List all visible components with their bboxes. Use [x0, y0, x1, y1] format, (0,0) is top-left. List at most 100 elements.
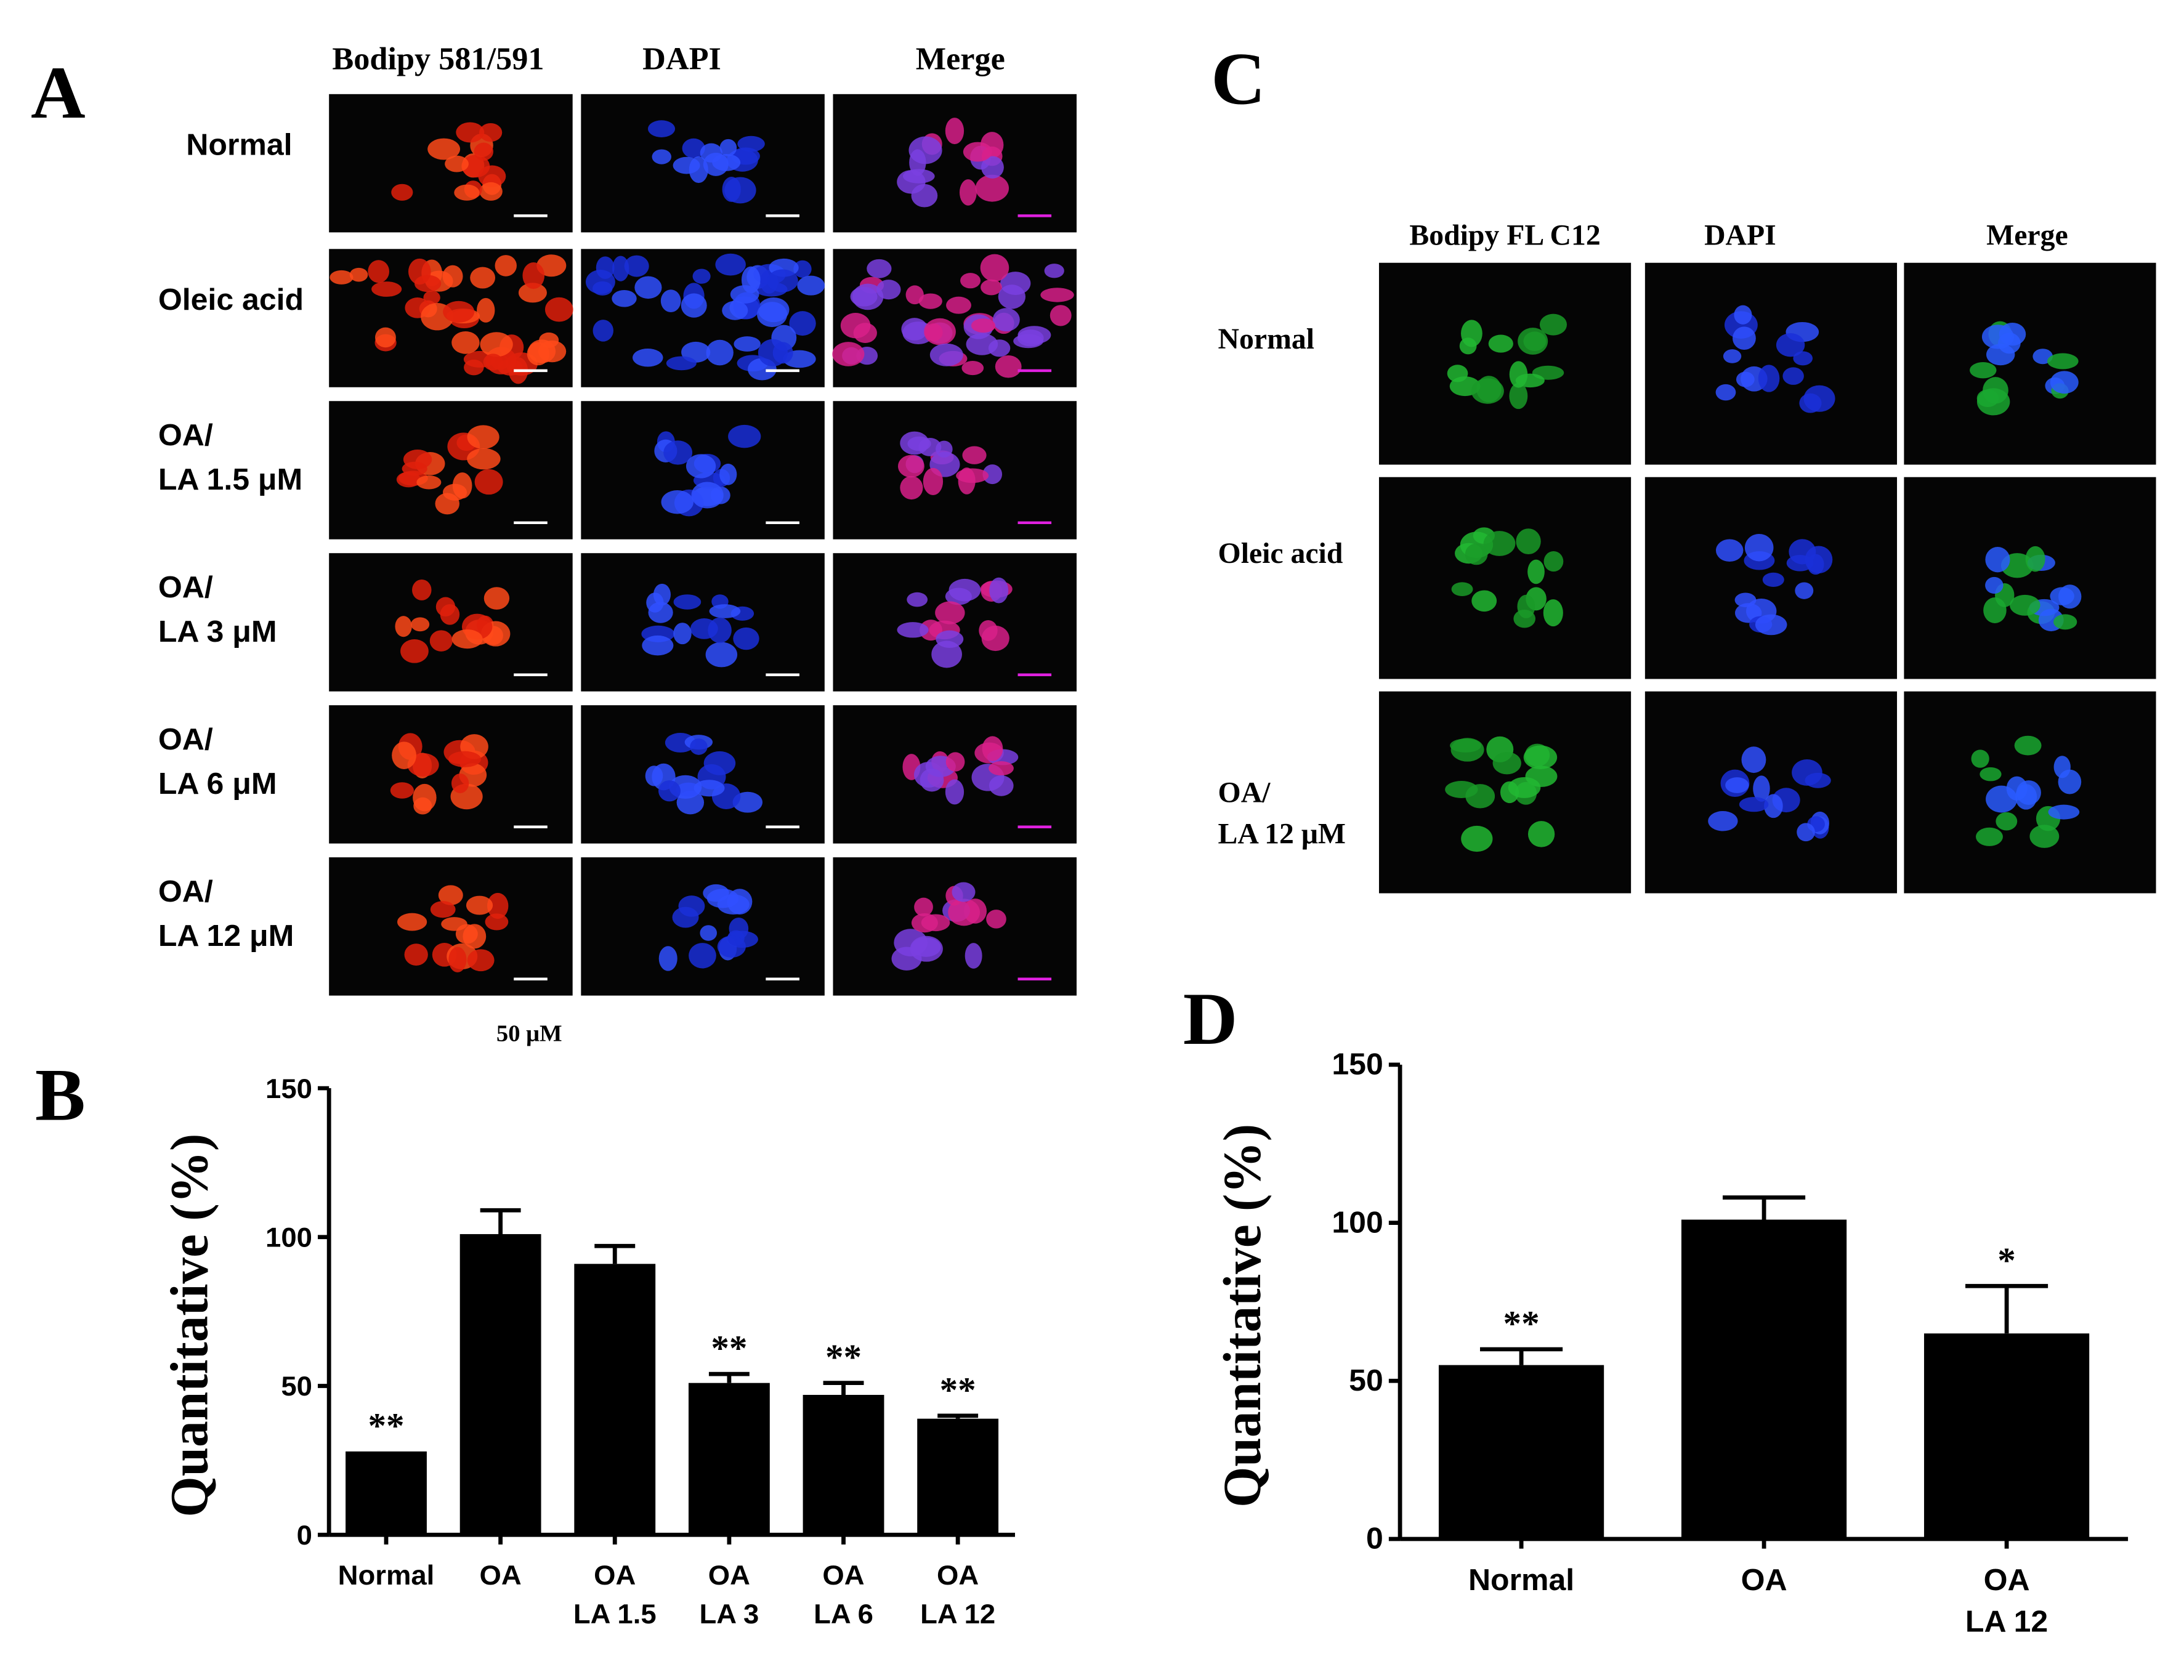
cell-stain — [1488, 334, 1513, 353]
cell-stain — [975, 174, 1009, 202]
cell-stain — [1483, 531, 1516, 556]
scale-note: 50 μM — [496, 1021, 562, 1047]
cell-stain — [646, 592, 664, 613]
cell-stain — [971, 318, 996, 333]
cell-stain — [412, 580, 432, 600]
cell-stain — [1795, 582, 1814, 599]
cell-stain — [920, 768, 944, 792]
cell-stain — [464, 359, 484, 376]
micrograph — [1378, 262, 1632, 465]
cell-stain — [390, 782, 414, 799]
cell-stain — [1762, 572, 1784, 588]
cell-stain — [966, 333, 998, 355]
cell-stain — [876, 280, 901, 300]
cell-stain — [724, 177, 756, 204]
cell-stain — [733, 627, 759, 650]
cell-stain — [673, 594, 702, 610]
significance-mark: * — [1997, 1240, 2016, 1280]
cell-stain — [495, 255, 517, 277]
micrograph — [1904, 262, 2156, 465]
cell-stain — [1755, 614, 1787, 636]
x-tick-label: Normal — [1468, 1562, 1574, 1597]
y-tick-label: 0 — [1366, 1521, 1383, 1556]
cell-stain — [1450, 738, 1481, 753]
cell-stain — [1451, 582, 1473, 597]
cell-stain — [995, 355, 1022, 378]
cell-stain — [429, 630, 453, 652]
cell-stain — [479, 123, 503, 142]
error-bar — [594, 1243, 636, 1264]
cell-stain — [2010, 594, 2040, 616]
cell-stain — [946, 296, 971, 314]
bar — [574, 1264, 656, 1535]
cell-stain — [395, 616, 412, 637]
cell-stain — [456, 122, 485, 143]
cell-stain — [734, 336, 761, 352]
cell-stain — [979, 620, 998, 641]
cell-stain — [479, 182, 503, 201]
cell-stain — [945, 752, 965, 772]
cell-stain — [663, 440, 693, 465]
cell-stain — [1797, 823, 1815, 842]
cell-stain — [391, 184, 413, 201]
cell-stain — [936, 630, 964, 648]
cell-stain — [2014, 735, 2042, 756]
cell-stain — [1793, 351, 1813, 366]
cell-stain — [455, 924, 478, 944]
column-header: Bodipy FL C12 — [1409, 220, 1600, 252]
cell-stain — [686, 454, 716, 479]
cell-stain — [719, 463, 737, 485]
cell-stain — [986, 910, 1006, 929]
row-label: Normal — [1218, 323, 1314, 355]
cell-stain — [1461, 320, 1482, 347]
micrograph — [1904, 477, 2156, 679]
cell-stain — [963, 142, 992, 162]
micrograph — [329, 401, 573, 539]
cell-stain — [924, 323, 943, 342]
cell-stain — [1741, 746, 1766, 773]
cell-stain — [1527, 559, 1545, 584]
cell-stain — [527, 342, 550, 366]
cell-stain — [1543, 599, 1563, 627]
cell-stain — [948, 899, 981, 926]
cell-stain — [416, 475, 442, 490]
cell-stain — [1764, 794, 1783, 818]
cell-stain — [1734, 305, 1752, 325]
cell-stain — [1465, 784, 1495, 809]
cell-stain — [2029, 825, 2060, 848]
micrograph — [1378, 477, 1632, 679]
cell-stain — [612, 256, 629, 281]
cell-stain — [2015, 784, 2037, 810]
cell-stain — [1782, 367, 1804, 385]
cell-stain — [445, 155, 469, 172]
cell-stain — [694, 780, 725, 797]
cell-stain — [908, 136, 942, 164]
cell-stain — [478, 165, 506, 187]
cell-stain — [404, 943, 428, 966]
cell-stain — [1983, 597, 2007, 623]
cell-stain — [1723, 349, 1742, 363]
cell-stain — [539, 332, 559, 348]
cell-stain — [1715, 384, 1736, 401]
cell-stain — [1985, 547, 2010, 573]
cell-stain — [962, 446, 987, 464]
cell-stain — [767, 269, 798, 293]
cell-stain — [392, 741, 416, 769]
cell-stain — [593, 320, 613, 342]
y-tick-label: 0 — [297, 1519, 312, 1551]
cell-stain — [929, 343, 963, 366]
cell-stain — [647, 120, 676, 137]
cell-stain — [1980, 767, 2002, 781]
cell-stain — [2058, 584, 2082, 609]
cell-stain — [678, 895, 705, 917]
panel-letter: A — [31, 52, 86, 134]
cell-stain — [980, 254, 1009, 282]
cell-stain — [1500, 781, 1519, 804]
cell-stain — [480, 332, 513, 357]
y-axis-label: Quantitative (%) — [1213, 1124, 1272, 1508]
column-header: Bodipy 581/591 — [332, 42, 544, 77]
micrograph — [1644, 691, 1898, 894]
cell-stain — [349, 267, 368, 282]
cell-stain — [905, 285, 924, 305]
cell-stain — [719, 139, 737, 156]
